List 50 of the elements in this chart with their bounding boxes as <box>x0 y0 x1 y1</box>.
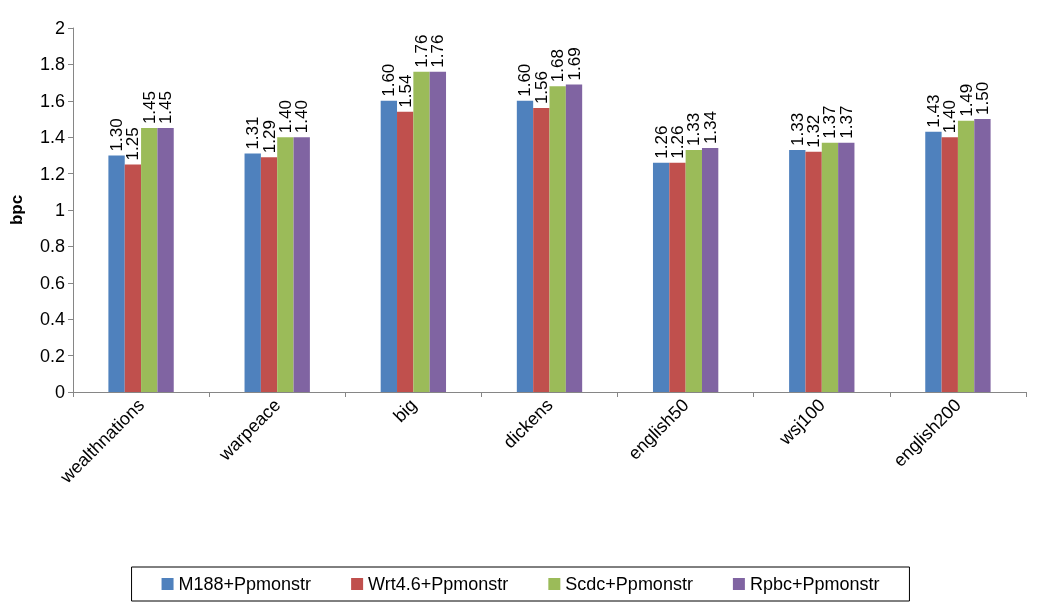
bar <box>669 162 686 392</box>
legend-label: Scdc+Ppmonstr <box>565 574 693 594</box>
bar <box>429 71 447 392</box>
bar <box>925 131 942 392</box>
y-tick-label: 2 <box>54 18 65 38</box>
bar <box>516 100 534 392</box>
bar <box>141 128 158 392</box>
bar <box>397 111 414 392</box>
y-tick-label: 0 <box>54 382 65 402</box>
y-tick-label: 1.6 <box>39 90 65 111</box>
bar <box>549 86 566 392</box>
y-tick-label: 0.8 <box>39 236 65 257</box>
legend-label: Rpbc+Ppmonstr <box>749 574 880 594</box>
bar <box>124 164 142 392</box>
bar <box>821 142 839 392</box>
data-label: 1.33 <box>787 112 807 146</box>
y-tick-label: 1.4 <box>39 127 65 148</box>
bar <box>805 151 822 392</box>
bar <box>277 137 294 392</box>
y-tick-label: 0.2 <box>39 345 65 366</box>
bar <box>701 148 719 392</box>
data-label: 1.45 <box>139 91 159 125</box>
y-tick-label: 0.4 <box>39 309 65 330</box>
data-label: 1.45 <box>156 91 176 125</box>
x-tick-label: big <box>389 394 421 427</box>
data-label: 1.43 <box>923 94 943 128</box>
data-label: 1.40 <box>292 100 312 134</box>
bar <box>413 71 430 392</box>
bar <box>260 157 278 392</box>
bar <box>533 108 550 392</box>
bar <box>941 137 958 392</box>
bar <box>957 120 975 392</box>
bar <box>974 119 991 392</box>
bar <box>380 100 398 392</box>
bar <box>108 155 125 392</box>
y-tick-label: 1 <box>54 200 65 220</box>
y-axis-title: bpc <box>7 194 26 226</box>
y-tick-label: 1.8 <box>39 54 65 75</box>
bar <box>293 137 310 392</box>
bar <box>244 153 261 392</box>
y-tick-label: 1.2 <box>39 163 65 184</box>
bar <box>838 142 855 392</box>
bar <box>652 162 670 392</box>
y-tick-label: 0.6 <box>39 272 65 293</box>
bar <box>565 84 583 392</box>
bar <box>157 128 174 392</box>
legend-label: M188+Ppmonstr <box>178 574 312 594</box>
bar <box>789 149 806 392</box>
bar <box>685 149 702 392</box>
legend-label: Wrt4.6+Ppmonstr <box>368 574 509 594</box>
